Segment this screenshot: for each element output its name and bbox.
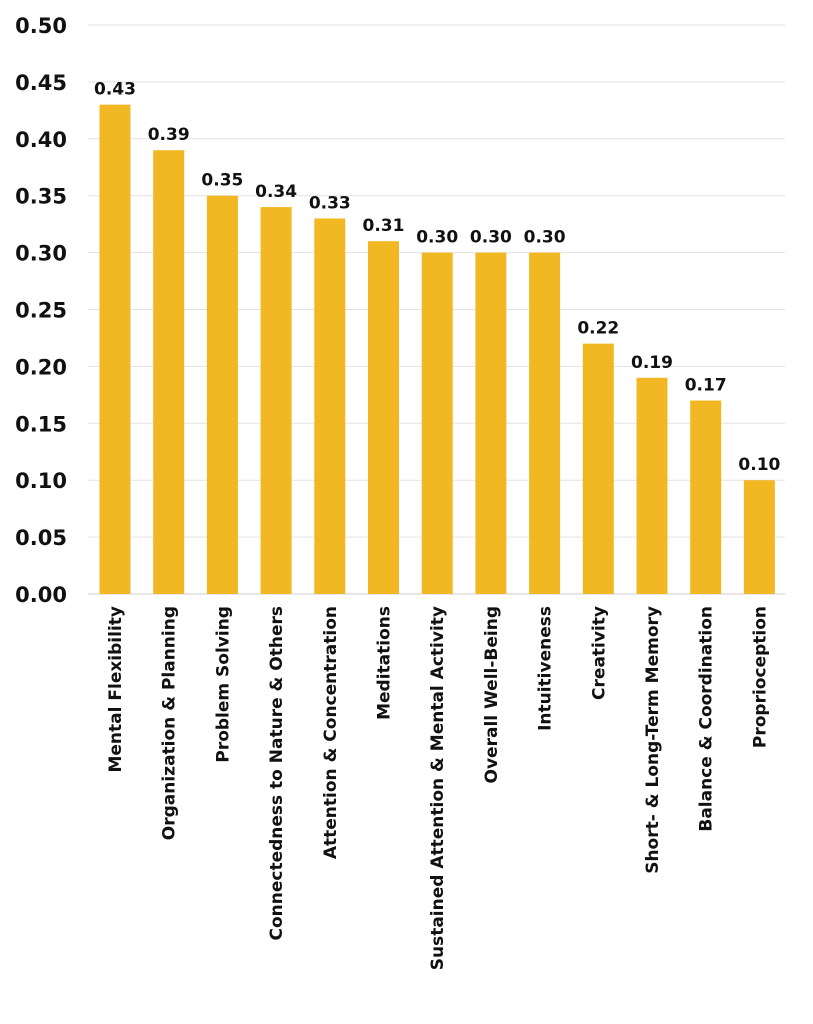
y-tick-label: 0.30	[15, 242, 67, 266]
bar-value-label: 0.22	[577, 319, 619, 339]
y-tick-label: 0.50	[15, 14, 67, 38]
bar	[690, 400, 722, 594]
bar	[206, 195, 238, 594]
bar-value-label: 0.17	[685, 376, 727, 396]
bar-value-label: 0.39	[148, 125, 190, 145]
y-tick-label: 0.40	[15, 128, 67, 152]
category-label: Mental Flexibility	[106, 606, 126, 773]
bar	[743, 480, 775, 594]
y-tick-label: 0.05	[15, 526, 67, 550]
bar-value-label: 0.43	[94, 80, 136, 100]
category-label: Balance & Coordination	[697, 606, 717, 832]
category-label: Creativity	[589, 606, 609, 700]
category-label: Proprioception	[750, 606, 770, 748]
bar	[99, 104, 131, 594]
bar	[153, 150, 185, 594]
y-tick-label: 0.45	[15, 71, 67, 95]
y-tick-label: 0.00	[15, 583, 67, 607]
category-label: Intuitiveness	[536, 606, 556, 731]
category-label: Overall Well-Being	[482, 606, 502, 783]
bar	[368, 241, 399, 594]
category-label: Organization & Planning	[160, 606, 180, 840]
bar	[529, 252, 561, 594]
y-tick-label: 0.25	[15, 299, 67, 323]
y-tick-label: 0.20	[15, 355, 67, 379]
bar	[582, 343, 614, 594]
bar	[475, 252, 507, 594]
bar	[636, 377, 668, 594]
data-labels: 0.43 0.39 0.35 0.34 0.33 0.31 0.30 0.30 0.30 0.22…	[94, 80, 781, 476]
bar-value-label: 0.30	[416, 228, 458, 248]
y-tick-label: 0.35	[15, 185, 67, 209]
category-label: Connectedness to Nature & Others	[267, 606, 287, 941]
bar	[314, 218, 346, 594]
category-label: Meditations	[375, 606, 395, 720]
category-label: Sustained Attention & Mental Activity	[428, 606, 448, 970]
bar-value-label: 0.30	[524, 228, 566, 248]
category-label: Problem Solving	[213, 606, 233, 763]
bar-value-label: 0.30	[470, 228, 512, 248]
category-label: Short- & Long-Term Memory	[643, 606, 663, 874]
category-label: Attention & Concentration	[321, 606, 341, 859]
y-axis-ticks: 0.00 0.05 0.10 0.15 0.20 0.25 0.30 0.35 0.40 0.45…	[15, 14, 67, 607]
bar-value-label: 0.35	[201, 171, 243, 191]
y-tick-label: 0.10	[15, 469, 67, 493]
bar-value-label: 0.10	[738, 455, 780, 475]
bars	[99, 104, 775, 594]
bar-value-label: 0.34	[255, 182, 297, 202]
y-tick-label: 0.15	[15, 412, 67, 436]
bar-value-label: 0.31	[363, 216, 405, 236]
bar	[421, 252, 453, 594]
bar-value-label: 0.33	[309, 193, 351, 213]
x-axis-labels: Mental Flexibility Organization & Plannin…	[106, 606, 770, 970]
bar-value-label: 0.19	[631, 353, 673, 373]
bar	[260, 207, 292, 594]
